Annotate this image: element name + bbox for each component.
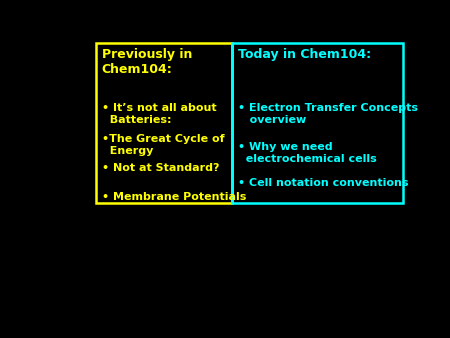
Text: Today in Chem104:: Today in Chem104:: [238, 48, 371, 62]
Text: Previously in
Chem104:: Previously in Chem104:: [102, 48, 192, 76]
Text: • Why we need
  electrochemical cells: • Why we need electrochemical cells: [238, 142, 376, 164]
Bar: [96, 43, 232, 203]
Text: • Not at Standard?: • Not at Standard?: [102, 163, 219, 173]
Bar: [232, 43, 403, 203]
Text: • Electron Transfer Concepts
   overview: • Electron Transfer Concepts overview: [238, 103, 418, 125]
Text: •The Great Cycle of
  Energy: •The Great Cycle of Energy: [102, 134, 224, 156]
Text: • Membrane Potentials: • Membrane Potentials: [102, 192, 246, 201]
Text: • Cell notation conventions: • Cell notation conventions: [238, 178, 408, 189]
Text: • It’s not all about
  Batteries:: • It’s not all about Batteries:: [102, 103, 216, 125]
